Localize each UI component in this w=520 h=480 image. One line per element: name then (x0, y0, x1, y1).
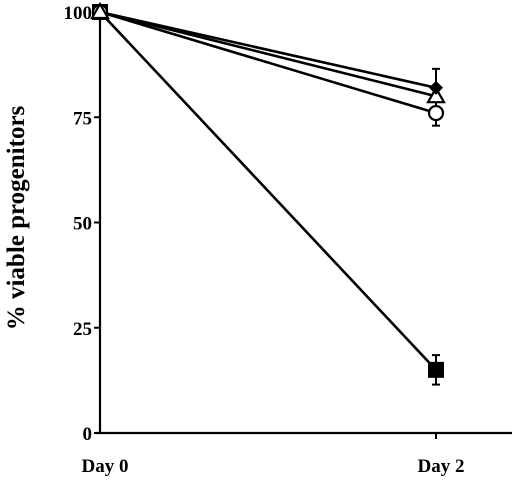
x-tick-label: Day 0 (82, 456, 129, 477)
y-axis-title-group: % viable progenitors (3, 105, 30, 330)
triangle-open-marker (90, 1, 110, 20)
series-line (99, 10, 437, 90)
x-ticks: Day 0 Day 2 (82, 433, 465, 477)
series-line (99, 11, 437, 371)
x-tick-label: Day 2 (418, 456, 465, 477)
y-tick-label: 50 (73, 214, 92, 235)
series-line (99, 10, 437, 98)
circle-open-marker (427, 104, 445, 122)
markers (90, 1, 446, 378)
y-tick-label: 0 (83, 424, 93, 445)
triangle-open-marker (426, 85, 446, 104)
y-tick-label: 75 (73, 108, 92, 129)
diamond-filled-marker (429, 80, 443, 95)
y-ticks: 0 25 50 75 100 (64, 3, 100, 445)
series-line (99, 10, 437, 115)
series-lines (99, 10, 437, 371)
y-tick-label: 100 (64, 3, 93, 24)
y-axis-title: % viable progenitors (3, 105, 30, 330)
y-tick-label: 25 (73, 319, 92, 340)
square-filled-marker (428, 361, 444, 378)
